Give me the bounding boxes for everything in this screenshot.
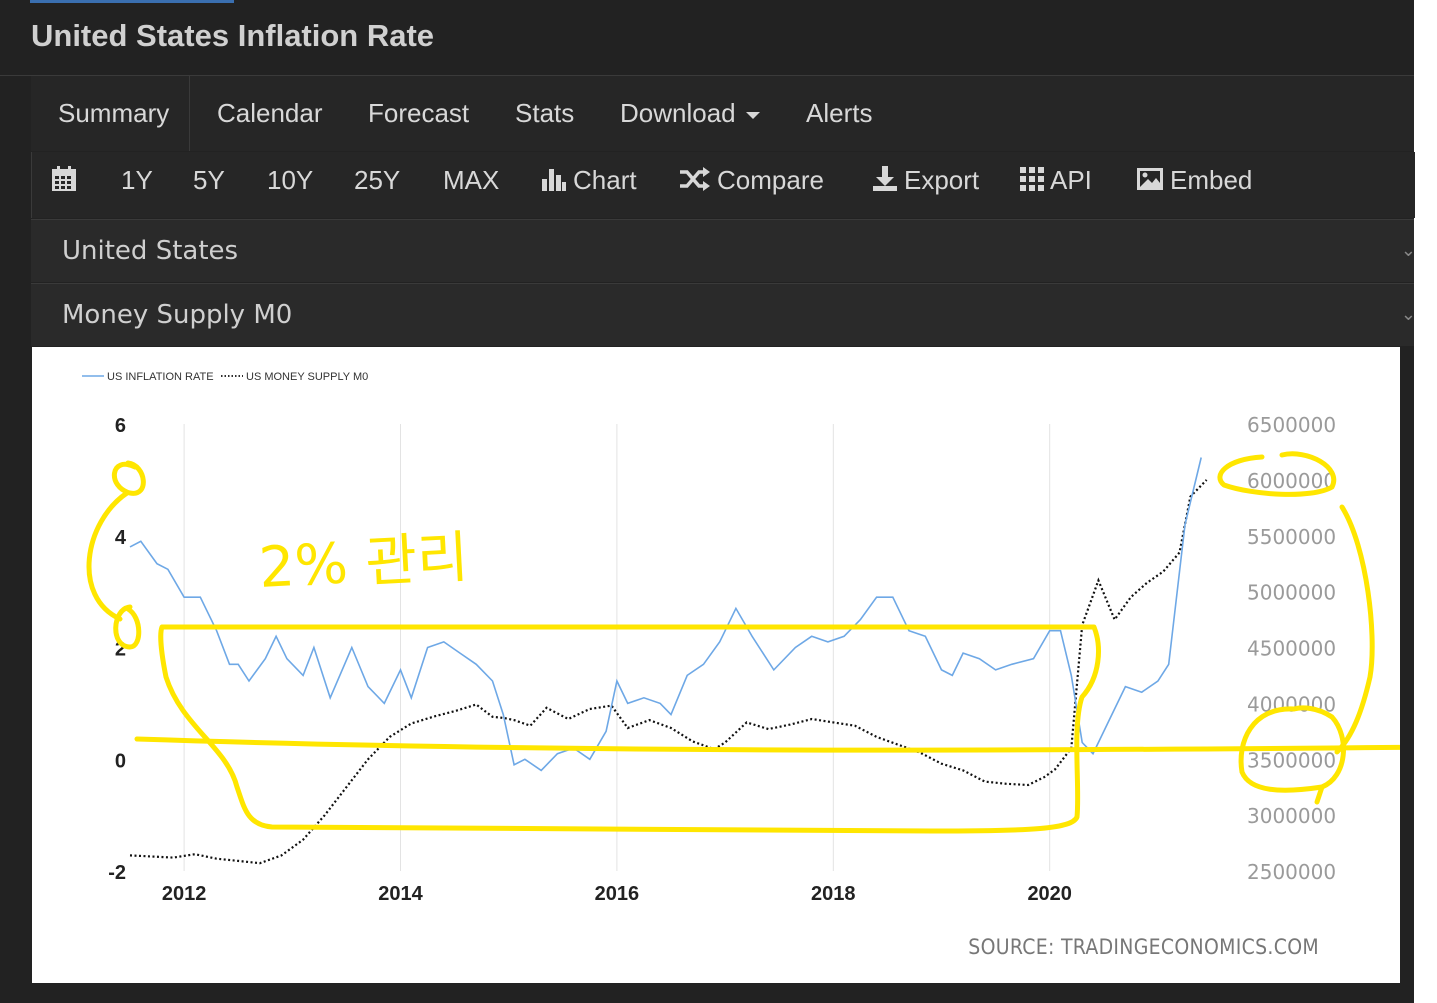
- tab-stats[interactable]: Stats: [515, 98, 575, 128]
- indicator-selector[interactable]: Money Supply M0 ⌄: [31, 283, 1416, 346]
- legend-label-inflation: US INFLATION RATE: [107, 371, 214, 383]
- y-right-tick-label: 5000000: [1247, 581, 1336, 605]
- shuffle-icon: [680, 167, 710, 192]
- chart-toolbar: 1Y 5Y 10Y 25Y MAX Chart Compare Export A…: [31, 152, 1415, 218]
- x-tick-label: 2020: [1027, 883, 1072, 905]
- range-1y[interactable]: 1Y: [121, 165, 153, 195]
- chart-button-label: Chart: [573, 165, 637, 195]
- x-tick-label: 2012: [162, 883, 207, 905]
- annotation-text: 2% 관리: [257, 525, 470, 601]
- y-right-tick-label: 2500000: [1247, 860, 1336, 884]
- annotation-box: [158, 624, 1101, 834]
- chevron-down-icon: ⌄: [1400, 240, 1416, 261]
- annotation-circle-4: [112, 460, 146, 496]
- y-left-tick-label: 2: [115, 639, 126, 661]
- line-chart: 2012 2014 2016 2018 20206420-265000006000000…: [82, 371, 1400, 905]
- country-selector[interactable]: United States ⌄: [31, 219, 1416, 282]
- chart-panel: 2012 2014 2016 2018 2020 6 4 2 0 -2 6500000 6000000…: [32, 347, 1400, 983]
- y-right-tick-label: 6500000: [1247, 413, 1336, 437]
- bottom-band: [0, 983, 1414, 1003]
- x-tick-label: 2016: [595, 883, 640, 905]
- range-max[interactable]: MAX: [443, 165, 500, 195]
- calendar-icon: [52, 166, 76, 192]
- annotation-circle-2: [113, 604, 142, 650]
- tab-download-label: Download: [620, 98, 736, 128]
- range-10y[interactable]: 10Y: [267, 165, 314, 195]
- y-right-tick-label: 3500000: [1247, 748, 1336, 772]
- annotation-zero-line: [134, 736, 1400, 753]
- annotation-circle-3500k: [1238, 705, 1346, 793]
- tab-calendar[interactable]: Calendar: [217, 98, 323, 128]
- annotation-tail: [1314, 784, 1325, 805]
- calendar-button[interactable]: [51, 152, 83, 218]
- tab-summary[interactable]: Summary: [58, 76, 191, 151]
- annotation-brace-left: [86, 490, 130, 622]
- download-icon: [873, 166, 897, 192]
- tab-forecast[interactable]: Forecast: [368, 98, 470, 128]
- chevron-down-icon: [745, 111, 760, 119]
- range-25y[interactable]: 25Y: [354, 165, 401, 195]
- compare-button-label: Compare: [717, 165, 824, 195]
- legend-label-money: US MONEY SUPPLY M0: [246, 371, 368, 383]
- embed-button-label: Embed: [1170, 165, 1253, 195]
- tab-download[interactable]: Download: [620, 76, 760, 151]
- chevron-down-icon: ⌄: [1400, 304, 1416, 325]
- page-title: United States Inflation Rate: [31, 18, 435, 53]
- series-line-money-supply: [129, 479, 1208, 865]
- y-right-tick-label: 5500000: [1247, 525, 1336, 549]
- country-selector-value: United States: [62, 236, 239, 266]
- main-nav: Summary Calendar Forecast Stats Download…: [31, 76, 1414, 151]
- series-line-inflation: [129, 457, 1202, 772]
- export-button[interactable]: Export: [872, 152, 979, 218]
- embed-button[interactable]: Embed: [1136, 152, 1252, 218]
- y-left-tick-label: 4: [115, 527, 127, 549]
- chart-button[interactable]: Chart: [541, 152, 637, 218]
- bar-chart-icon: [542, 169, 566, 192]
- y-left-tick-label: 6: [115, 415, 126, 437]
- annotation-circle-6m: [1217, 451, 1337, 497]
- y-left-tick-label: 0: [115, 750, 126, 772]
- y-right-tick-label: 3000000: [1247, 804, 1336, 828]
- range-5y[interactable]: 5Y: [193, 165, 225, 195]
- x-tick-label: 2018: [811, 883, 856, 905]
- divider: [0, 75, 1414, 76]
- indicator-selector-value: Money Supply M0: [62, 300, 293, 330]
- api-button-label: API: [1050, 165, 1092, 195]
- api-button[interactable]: API: [1020, 152, 1092, 218]
- compare-button[interactable]: Compare: [679, 152, 824, 218]
- source-label: SOURCE: TRADINGECONOMICS.COM: [968, 935, 1319, 959]
- grid-icon: [1020, 167, 1044, 192]
- y-right-tick-label: 4500000: [1247, 637, 1336, 661]
- export-button-label: Export: [904, 165, 980, 195]
- right-edge: [1414, 0, 1437, 1003]
- top-accent-bar: [30, 0, 234, 3]
- tab-alerts[interactable]: Alerts: [806, 98, 873, 128]
- image-icon: [1137, 168, 1163, 191]
- x-tick-label: 2014: [378, 883, 423, 905]
- annotation-brace-right: [1334, 504, 1375, 755]
- y-left-tick-label: -2: [108, 862, 126, 884]
